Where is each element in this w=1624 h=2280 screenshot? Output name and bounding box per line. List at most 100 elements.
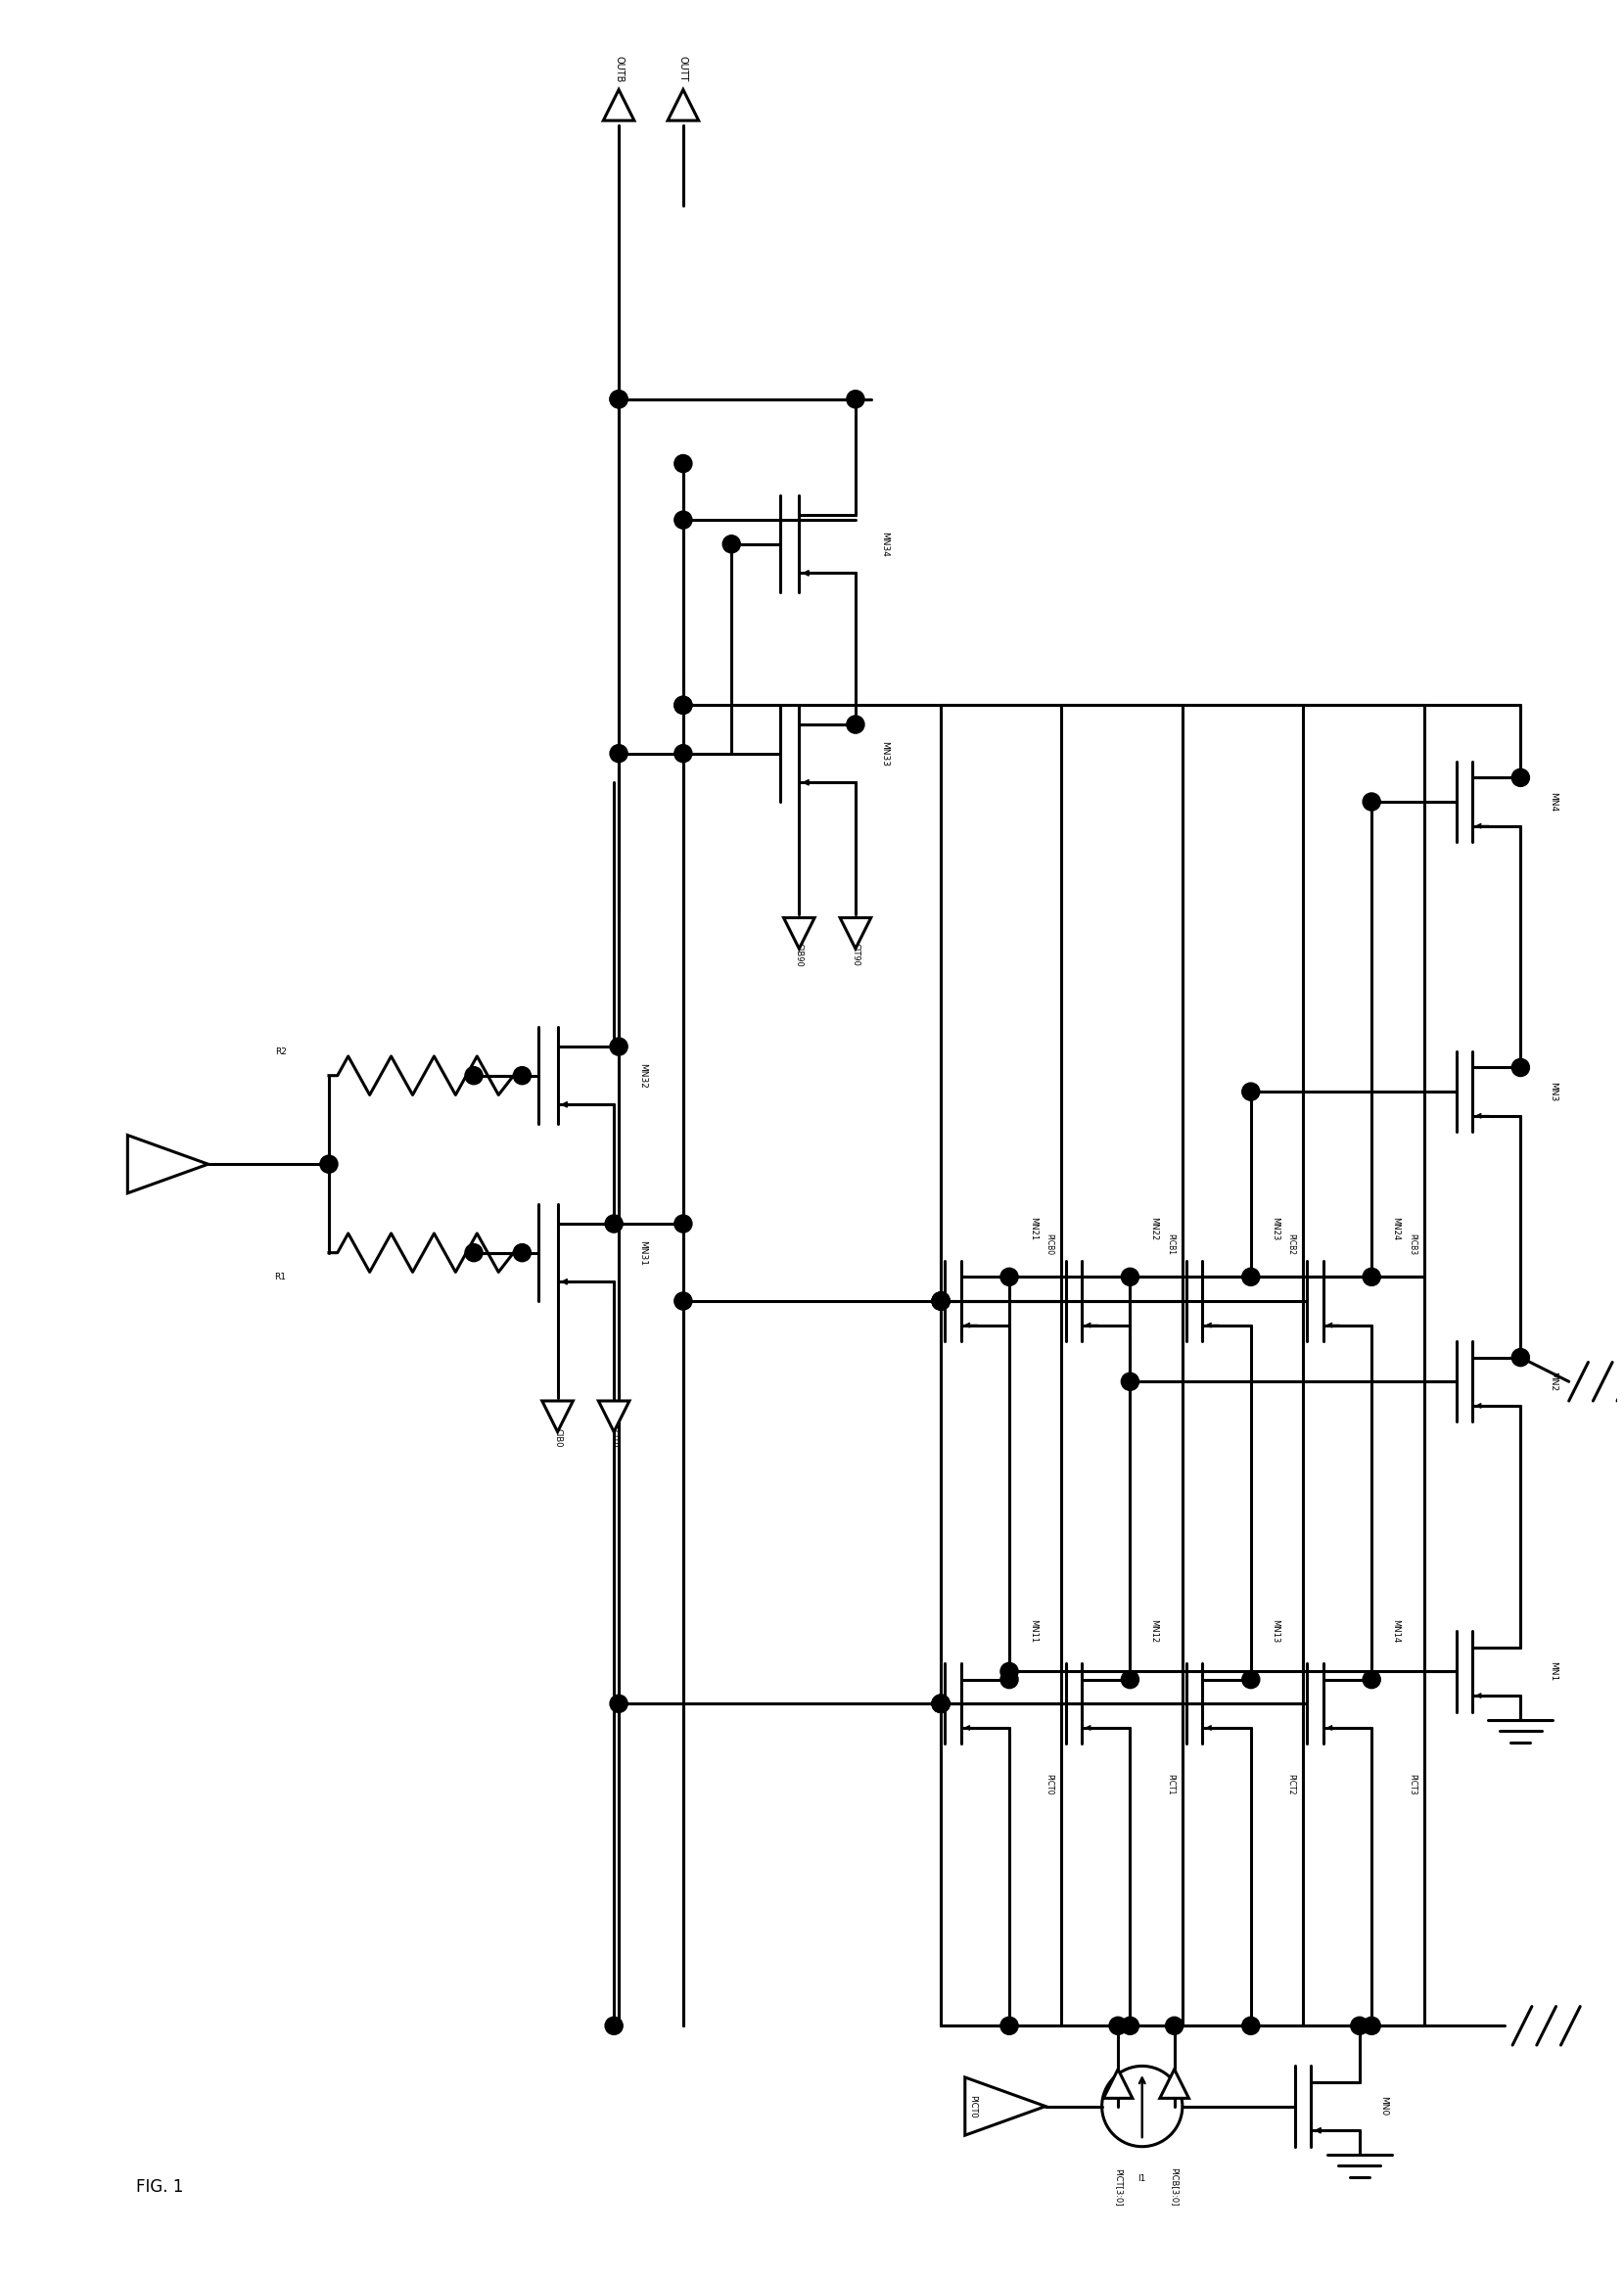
Circle shape xyxy=(723,536,741,554)
Circle shape xyxy=(611,390,627,408)
Polygon shape xyxy=(784,919,815,948)
Text: CIT0: CIT0 xyxy=(609,1430,619,1448)
Text: MN32: MN32 xyxy=(638,1062,648,1088)
Circle shape xyxy=(1512,768,1530,787)
Circle shape xyxy=(513,1245,531,1261)
Text: PICT3: PICT3 xyxy=(1408,1774,1416,1794)
Text: MN4: MN4 xyxy=(1548,791,1557,812)
Circle shape xyxy=(674,695,692,714)
Text: MN11: MN11 xyxy=(1030,1619,1038,1644)
Text: MN2: MN2 xyxy=(1548,1373,1557,1391)
Circle shape xyxy=(674,695,692,714)
Text: PICT0: PICT0 xyxy=(1046,1774,1054,1794)
Circle shape xyxy=(1512,1347,1530,1366)
Text: PICT1: PICT1 xyxy=(1166,1774,1174,1794)
Text: MN34: MN34 xyxy=(880,531,888,556)
Circle shape xyxy=(932,1694,950,1712)
Text: MN33: MN33 xyxy=(880,741,888,766)
Text: MN31: MN31 xyxy=(638,1240,648,1265)
Circle shape xyxy=(1351,2018,1369,2034)
Circle shape xyxy=(1242,2018,1260,2034)
Circle shape xyxy=(1512,1058,1530,1076)
Circle shape xyxy=(674,454,692,472)
Text: CIB90: CIB90 xyxy=(794,942,804,967)
Circle shape xyxy=(611,746,627,762)
Text: MN1: MN1 xyxy=(1548,1662,1557,1680)
Polygon shape xyxy=(603,89,635,121)
Text: MN22: MN22 xyxy=(1150,1218,1158,1240)
Text: CIB0: CIB0 xyxy=(554,1427,562,1448)
Circle shape xyxy=(1000,1671,1018,1689)
Circle shape xyxy=(674,746,692,762)
Polygon shape xyxy=(542,1400,573,1432)
Circle shape xyxy=(932,1694,950,1712)
Text: I1: I1 xyxy=(1138,2175,1147,2184)
Circle shape xyxy=(932,1293,950,1311)
Text: PICT0: PICT0 xyxy=(968,2095,978,2118)
Circle shape xyxy=(1121,2018,1138,2034)
Polygon shape xyxy=(599,1400,630,1432)
Text: OUTB: OUTB xyxy=(614,55,624,82)
Circle shape xyxy=(932,1694,950,1712)
Circle shape xyxy=(674,1293,692,1311)
Text: MN3: MN3 xyxy=(1548,1081,1557,1101)
Text: CIT90: CIT90 xyxy=(851,944,859,967)
Circle shape xyxy=(1121,1373,1138,1391)
Text: MN13: MN13 xyxy=(1270,1619,1280,1644)
Polygon shape xyxy=(965,2077,1046,2136)
Text: PICB3: PICB3 xyxy=(1408,1233,1416,1256)
Circle shape xyxy=(846,390,864,408)
Circle shape xyxy=(1242,1671,1260,1689)
Circle shape xyxy=(1000,1662,1018,1680)
Circle shape xyxy=(1363,793,1380,812)
Text: FIG. 1: FIG. 1 xyxy=(136,2177,184,2196)
Circle shape xyxy=(464,1245,482,1261)
Circle shape xyxy=(932,1694,950,1712)
Circle shape xyxy=(1242,1268,1260,1286)
Text: MN23: MN23 xyxy=(1270,1218,1280,1240)
Circle shape xyxy=(1000,2018,1018,2034)
Circle shape xyxy=(1363,1671,1380,1689)
Circle shape xyxy=(320,1156,338,1172)
Polygon shape xyxy=(667,89,698,121)
Circle shape xyxy=(932,1293,950,1311)
Text: PICB0: PICB0 xyxy=(1046,1233,1054,1256)
Text: OUTT: OUTT xyxy=(679,57,689,82)
Circle shape xyxy=(611,1037,627,1056)
Circle shape xyxy=(611,1694,627,1712)
Polygon shape xyxy=(128,1135,208,1192)
Circle shape xyxy=(1121,1671,1138,1689)
Text: PICB[3:0]: PICB[3:0] xyxy=(1169,2168,1179,2207)
Text: MN24: MN24 xyxy=(1392,1218,1400,1240)
Circle shape xyxy=(1242,1083,1260,1101)
Circle shape xyxy=(1363,1268,1380,1286)
Text: R2: R2 xyxy=(274,1047,286,1056)
Circle shape xyxy=(674,1215,692,1233)
Circle shape xyxy=(674,511,692,529)
Circle shape xyxy=(1363,2018,1380,2034)
Circle shape xyxy=(606,2018,622,2034)
Polygon shape xyxy=(840,919,870,948)
Text: MN14: MN14 xyxy=(1392,1619,1400,1644)
Circle shape xyxy=(611,390,627,408)
Text: MN12: MN12 xyxy=(1150,1619,1158,1644)
Circle shape xyxy=(1109,2018,1127,2034)
Circle shape xyxy=(606,1215,622,1233)
Polygon shape xyxy=(1103,2070,1132,2098)
Circle shape xyxy=(464,1067,482,1085)
Circle shape xyxy=(513,1067,531,1085)
Circle shape xyxy=(1166,2018,1184,2034)
Text: MN21: MN21 xyxy=(1030,1218,1038,1240)
Circle shape xyxy=(846,716,864,734)
Text: PICT2: PICT2 xyxy=(1286,1774,1296,1794)
Text: MN0: MN0 xyxy=(1379,2095,1389,2116)
Circle shape xyxy=(1000,1268,1018,1286)
Text: R1: R1 xyxy=(274,1272,286,1281)
Text: PICT[3:0]: PICT[3:0] xyxy=(1114,2168,1122,2205)
Circle shape xyxy=(932,1293,950,1311)
Circle shape xyxy=(932,1293,950,1311)
Text: PICB1: PICB1 xyxy=(1166,1233,1174,1256)
Text: PICB2: PICB2 xyxy=(1286,1233,1296,1256)
Polygon shape xyxy=(1160,2070,1189,2098)
Circle shape xyxy=(1121,1268,1138,1286)
